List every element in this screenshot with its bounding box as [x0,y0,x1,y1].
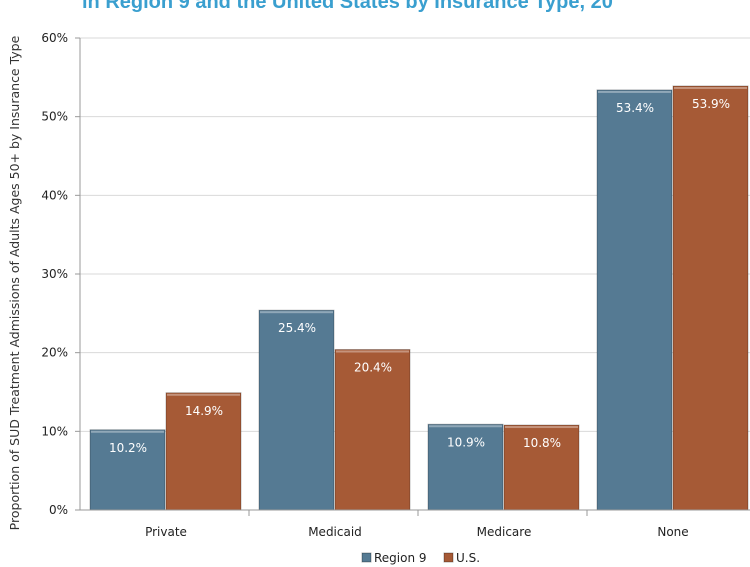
x-tick-label: None [657,525,688,539]
bar-highlight [598,90,671,93]
data-label: 10.9% [447,435,485,449]
bar [258,309,335,511]
y-tick-label: 30% [41,267,68,281]
legend-swatch [361,552,372,563]
data-label: 10.8% [523,436,561,450]
legend-label: U.S. [456,551,480,565]
bar [89,429,166,511]
legend-label: Region 9 [374,551,427,565]
x-tick-label: Medicaid [308,525,362,539]
bar-highlight [505,426,578,429]
y-tick-label: 40% [41,188,68,202]
y-tick-label: 0% [49,503,68,517]
y-tick-label: 20% [41,346,68,360]
y-tick-label: 60% [41,31,68,45]
data-label: 10.2% [109,441,147,455]
x-axis-ticks: Private Medicaid Medicare None [145,510,689,539]
legend: Region 9 U.S. [361,551,480,565]
data-label: 25.4% [278,321,316,335]
data-label: 53.9% [692,97,730,111]
legend-swatch [443,552,454,563]
bar [427,423,504,511]
bar-highlight [429,425,502,428]
bar-highlight [167,393,240,396]
x-tick-label: Private [145,525,187,539]
bar [165,392,242,511]
data-label: 53.4% [616,101,654,115]
bars: 10.2% 14.9% 25.4% 20.4% 10.9% 10.8% 53.4% 53.9% [89,85,749,511]
y-axis-label: Proportion of SUD Treatment Admissions o… [7,35,22,530]
bar [596,89,673,511]
bar [503,424,580,511]
data-label: 14.9% [185,404,223,418]
bar [672,85,749,511]
y-tick-label: 10% [41,424,68,438]
x-tick-label: Medicare [477,525,532,539]
data-label: 20.4% [354,361,392,375]
bar-highlight [260,311,333,314]
chart-title: in Region 9 and the United States by Ins… [82,0,613,13]
y-axis-ticks: 0% 10% 20% 30% 40% 50% 60% [41,31,80,517]
bar-highlight [91,430,164,433]
y-tick-label: 50% [41,110,68,124]
bar-highlight [674,86,747,89]
bar [334,349,411,511]
bar-highlight [336,350,409,353]
